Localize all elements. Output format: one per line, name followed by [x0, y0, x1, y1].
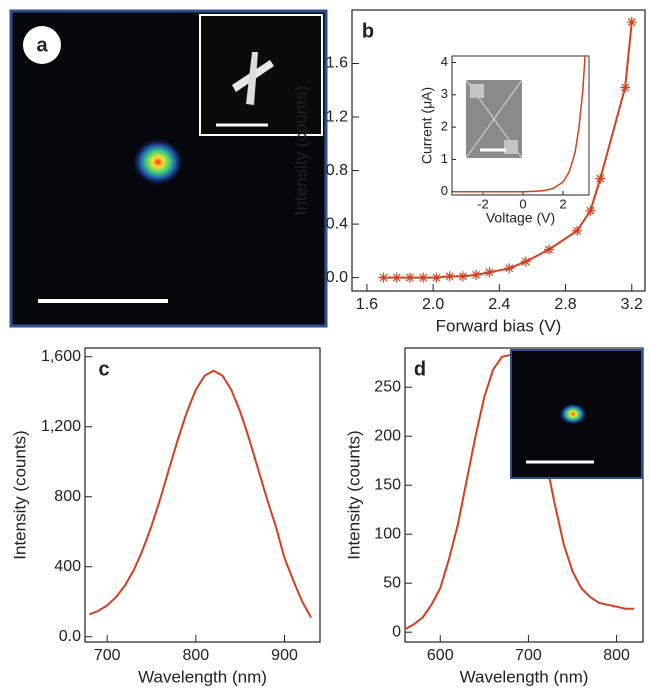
emission-spot — [559, 403, 587, 425]
x-tick-label: 1.6 — [356, 296, 378, 313]
y-axis-title: Current (μA) — [419, 87, 435, 164]
y-tick-label: 1,200 — [41, 418, 81, 435]
panel-label: d — [414, 358, 426, 380]
y-tick-label: 2 — [441, 119, 448, 134]
x-tick-label: 2 — [559, 196, 566, 211]
y-tick-label: 0 — [441, 183, 448, 198]
x-tick-label: 3.2 — [621, 296, 643, 313]
data-point — [543, 244, 554, 255]
y-tick-label: 250 — [374, 378, 401, 395]
x-tick-label: 800 — [182, 647, 209, 664]
data-point — [444, 271, 455, 282]
x-tick-label: -2 — [477, 196, 489, 211]
data-line — [89, 369, 312, 618]
y-axis-title: Intensity (counts) — [291, 86, 310, 215]
y-tick-label: 50 — [383, 574, 401, 591]
inset-frame — [199, 14, 323, 136]
data-point — [378, 272, 389, 283]
x-axis-title: Wavelength (nm) — [138, 667, 267, 686]
y-tick-label: 1 — [441, 151, 448, 166]
panel-label: c — [98, 358, 109, 380]
y-tick-label: 400 — [54, 558, 81, 575]
panel-a-image — [9, 9, 328, 328]
data-point — [391, 272, 402, 283]
x-tick-label: 600 — [427, 647, 454, 664]
device-image — [465, 79, 523, 159]
data-point — [585, 205, 596, 216]
x-tick-label: 700 — [94, 647, 121, 664]
data-point — [418, 272, 429, 283]
data-point — [404, 272, 415, 283]
x-tick-label: 700 — [515, 647, 542, 664]
x-tick-label: 2.8 — [554, 296, 576, 313]
emission-spot — [132, 138, 184, 186]
data-point — [431, 272, 442, 283]
y-axis-title: Intensity (counts) — [344, 430, 363, 559]
panel-label: b — [362, 20, 374, 42]
plot-frame — [404, 347, 644, 643]
x-axis-title: Voltage (V) — [486, 210, 555, 226]
data-point — [457, 271, 468, 282]
y-tick-label: 1.6 — [326, 55, 348, 72]
nanowire — [246, 52, 258, 105]
panel-d-inset-image — [510, 349, 643, 479]
plot-frame — [84, 347, 321, 643]
data-point — [620, 82, 631, 93]
y-tick-label: 150 — [374, 476, 401, 493]
x-axis-title: Forward bias (V) — [436, 316, 562, 335]
y-tick-label: 200 — [374, 427, 401, 444]
data-point — [595, 173, 606, 184]
contact — [504, 140, 518, 154]
x-tick-label: 900 — [271, 647, 298, 664]
data-point — [520, 256, 531, 267]
y-tick-label: 1.2 — [326, 108, 348, 125]
data-line — [455, 55, 586, 193]
data-point — [626, 17, 637, 28]
y-tick-label: 1,600 — [41, 348, 81, 365]
data-point — [471, 269, 482, 280]
y-tick-label: 0.8 — [326, 162, 348, 179]
x-tick-label: 2.4 — [488, 296, 510, 313]
y-tick-label: 4 — [441, 54, 448, 69]
data-point — [504, 263, 515, 274]
label-badge — [23, 26, 61, 64]
x-axis-title: Wavelength (nm) — [460, 667, 589, 686]
y-tick-label: 0.0 — [326, 269, 348, 286]
y-tick-label: 0.4 — [326, 215, 348, 232]
y-axis-title: Intensity (counts) — [10, 430, 29, 559]
y-tick-label: 100 — [374, 525, 401, 542]
data-point — [484, 267, 495, 278]
x-tick-label: 800 — [603, 647, 630, 664]
x-tick-label: 0 — [519, 196, 526, 211]
contact — [470, 84, 484, 98]
y-tick-label: 0 — [392, 623, 401, 640]
y-tick-label: 3 — [441, 86, 448, 101]
panel-label: a — [36, 34, 48, 56]
data-point — [572, 225, 583, 236]
y-tick-label: 800 — [54, 488, 81, 505]
x-tick-label: 2.0 — [422, 296, 444, 313]
y-tick-label: 0.0 — [59, 628, 81, 645]
plot-frame — [351, 9, 646, 292]
